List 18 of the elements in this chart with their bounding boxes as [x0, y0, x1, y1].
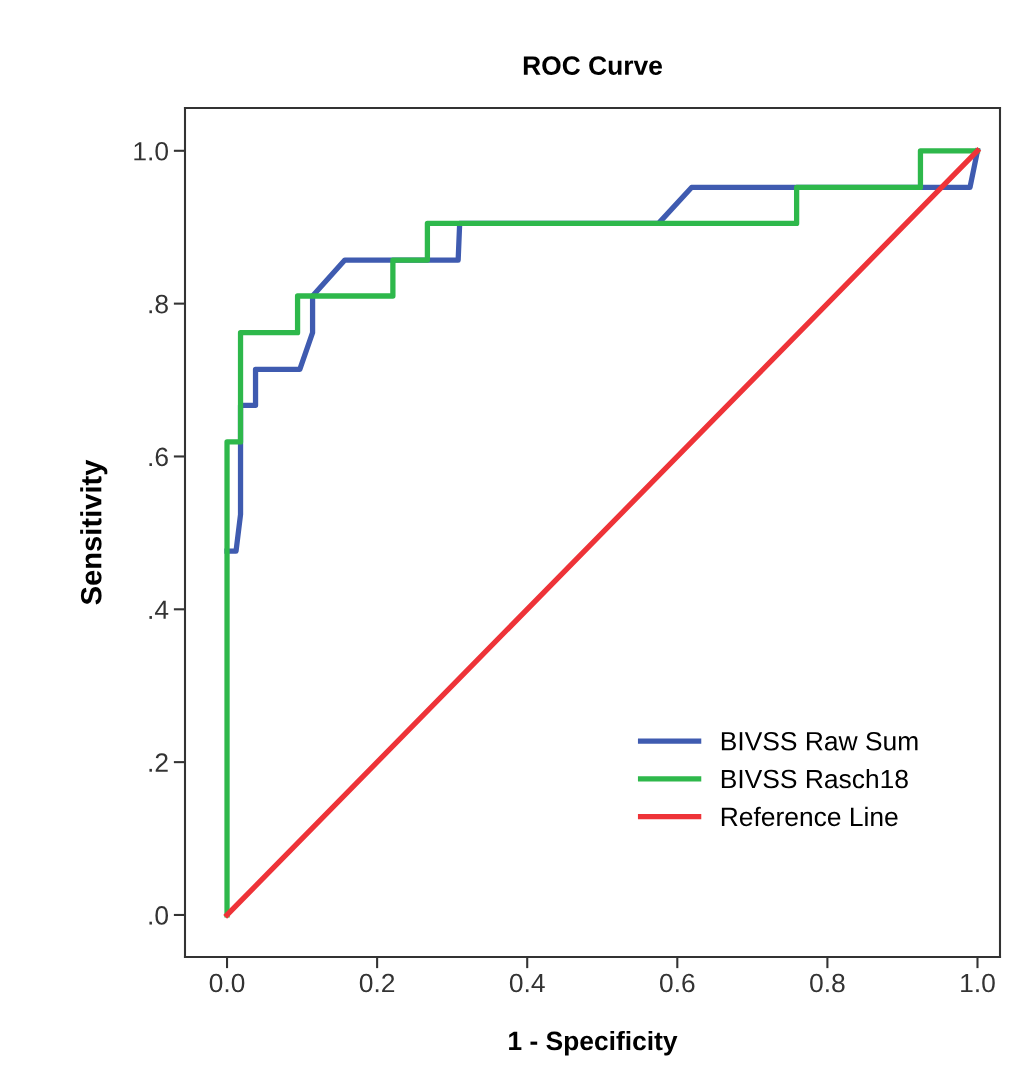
y-axis-title: Sensitivity	[80, 459, 108, 605]
y-tick-label: .4	[149, 600, 169, 619]
x-tick-label: 0.0	[209, 973, 245, 993]
x-tick-label: 0.8	[810, 973, 845, 993]
chart-title: ROC Curve	[523, 56, 662, 75]
y-tick-label: .0	[149, 906, 168, 925]
legend-label: Reference Line	[721, 806, 898, 827]
x-tick-label: 0.2	[359, 973, 395, 993]
x-tick-label: 0.6	[659, 973, 695, 993]
x-tick-label: 0.4	[509, 973, 545, 993]
legend-label: BIVSS Rasch18	[721, 768, 908, 789]
x-axis-title: 1 - Specificity	[509, 1030, 678, 1056]
y-tick-label: .2	[149, 753, 168, 772]
legend-label: BIVSS Raw Sum	[721, 731, 918, 751]
y-tick-label: .8	[149, 294, 168, 314]
x-tick-label: 1.0	[961, 973, 995, 993]
y-tick-label: 1.0	[134, 141, 168, 161]
y-tick-label: .6	[149, 447, 168, 467]
